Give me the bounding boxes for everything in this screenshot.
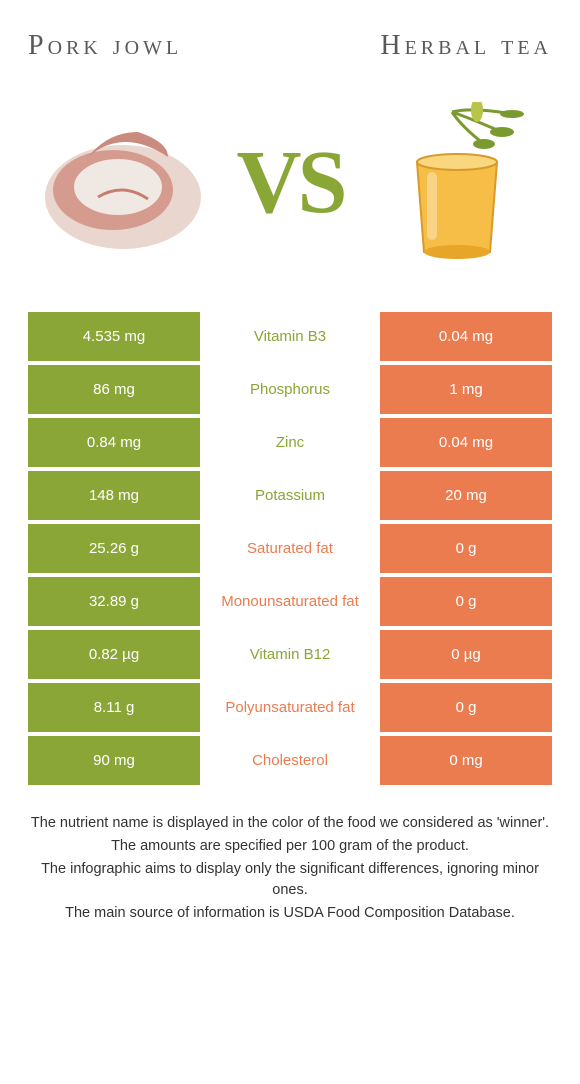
nutrient-row: 90 mgCholesterol0 mg — [28, 736, 552, 785]
right-value: 0.04 mg — [380, 418, 552, 467]
nutrients-table: 4.535 mgVitamin B30.04 mg86 mgPhosphorus… — [28, 312, 552, 785]
nutrient-row: 0.82 µgVitamin B120 µg — [28, 630, 552, 679]
nutrient-row: 0.84 mgZinc0.04 mg — [28, 418, 552, 467]
left-value: 0.84 mg — [28, 418, 200, 467]
right-value: 1 mg — [380, 365, 552, 414]
left-value: 32.89 g — [28, 577, 200, 626]
left-value: 0.82 µg — [28, 630, 200, 679]
vs-label: VS — [236, 131, 343, 234]
nutrient-label: Potassium — [200, 471, 380, 520]
left-value: 90 mg — [28, 736, 200, 785]
footnote-line: The infographic aims to display only the… — [28, 859, 552, 901]
title-row: Pork jowl Herbal tea — [28, 30, 552, 62]
nutrient-label: Zinc — [200, 418, 380, 467]
right-food-image — [362, 102, 552, 262]
footnote-line: The main source of information is USDA F… — [28, 903, 552, 924]
nutrient-row: 148 mgPotassium20 mg — [28, 471, 552, 520]
nutrient-row: 8.11 gPolyunsaturated fat0 g — [28, 683, 552, 732]
nutrient-label: Monounsaturated fat — [200, 577, 380, 626]
nutrient-label: Phosphorus — [200, 365, 380, 414]
left-value: 25.26 g — [28, 524, 200, 573]
left-value: 148 mg — [28, 471, 200, 520]
left-value: 8.11 g — [28, 683, 200, 732]
nutrient-label: Cholesterol — [200, 736, 380, 785]
right-food-title: Herbal tea — [380, 30, 552, 62]
right-value: 0 g — [380, 577, 552, 626]
right-value: 0 g — [380, 524, 552, 573]
nutrient-label: Polyunsaturated fat — [200, 683, 380, 732]
left-food-title: Pork jowl — [28, 30, 182, 62]
left-value: 86 mg — [28, 365, 200, 414]
nutrient-label: Vitamin B3 — [200, 312, 380, 361]
left-food-image — [28, 102, 218, 262]
nutrient-label: Saturated fat — [200, 524, 380, 573]
right-value: 0 g — [380, 683, 552, 732]
right-value: 0 mg — [380, 736, 552, 785]
right-value: 20 mg — [380, 471, 552, 520]
footnote-line: The amounts are specified per 100 gram o… — [28, 836, 552, 857]
nutrient-row: 4.535 mgVitamin B30.04 mg — [28, 312, 552, 361]
nutrient-label: Vitamin B12 — [200, 630, 380, 679]
footnote-line: The nutrient name is displayed in the co… — [28, 813, 552, 834]
nutrient-row: 25.26 gSaturated fat0 g — [28, 524, 552, 573]
nutrient-row: 86 mgPhosphorus1 mg — [28, 365, 552, 414]
right-value: 0.04 mg — [380, 312, 552, 361]
hero-row: VS — [28, 92, 552, 272]
right-value: 0 µg — [380, 630, 552, 679]
nutrient-row: 32.89 gMonounsaturated fat0 g — [28, 577, 552, 626]
footnotes: The nutrient name is displayed in the co… — [28, 813, 552, 924]
left-value: 4.535 mg — [28, 312, 200, 361]
